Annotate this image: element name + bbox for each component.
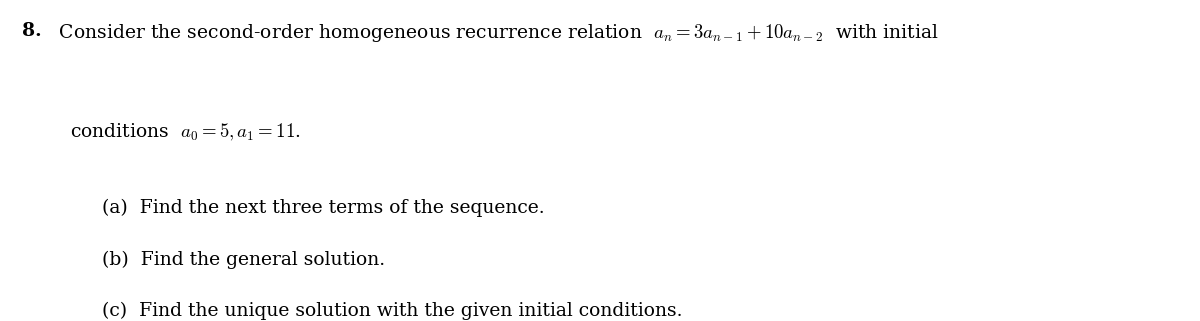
Text: (a)  Find the next three terms of the sequence.: (a) Find the next three terms of the seq…: [102, 199, 545, 217]
Text: conditions  $a_0 = 5, a_1 = 11$.: conditions $a_0 = 5, a_1 = 11$.: [70, 122, 300, 143]
Text: (b)  Find the general solution.: (b) Find the general solution.: [102, 250, 385, 269]
Text: 8.: 8.: [22, 22, 41, 40]
Text: (c)  Find the unique solution with the given initial conditions.: (c) Find the unique solution with the gi…: [102, 302, 683, 320]
Text: Consider the second-order homogeneous recurrence relation  $a_n = 3a_{n-1} + 10a: Consider the second-order homogeneous re…: [47, 22, 938, 45]
